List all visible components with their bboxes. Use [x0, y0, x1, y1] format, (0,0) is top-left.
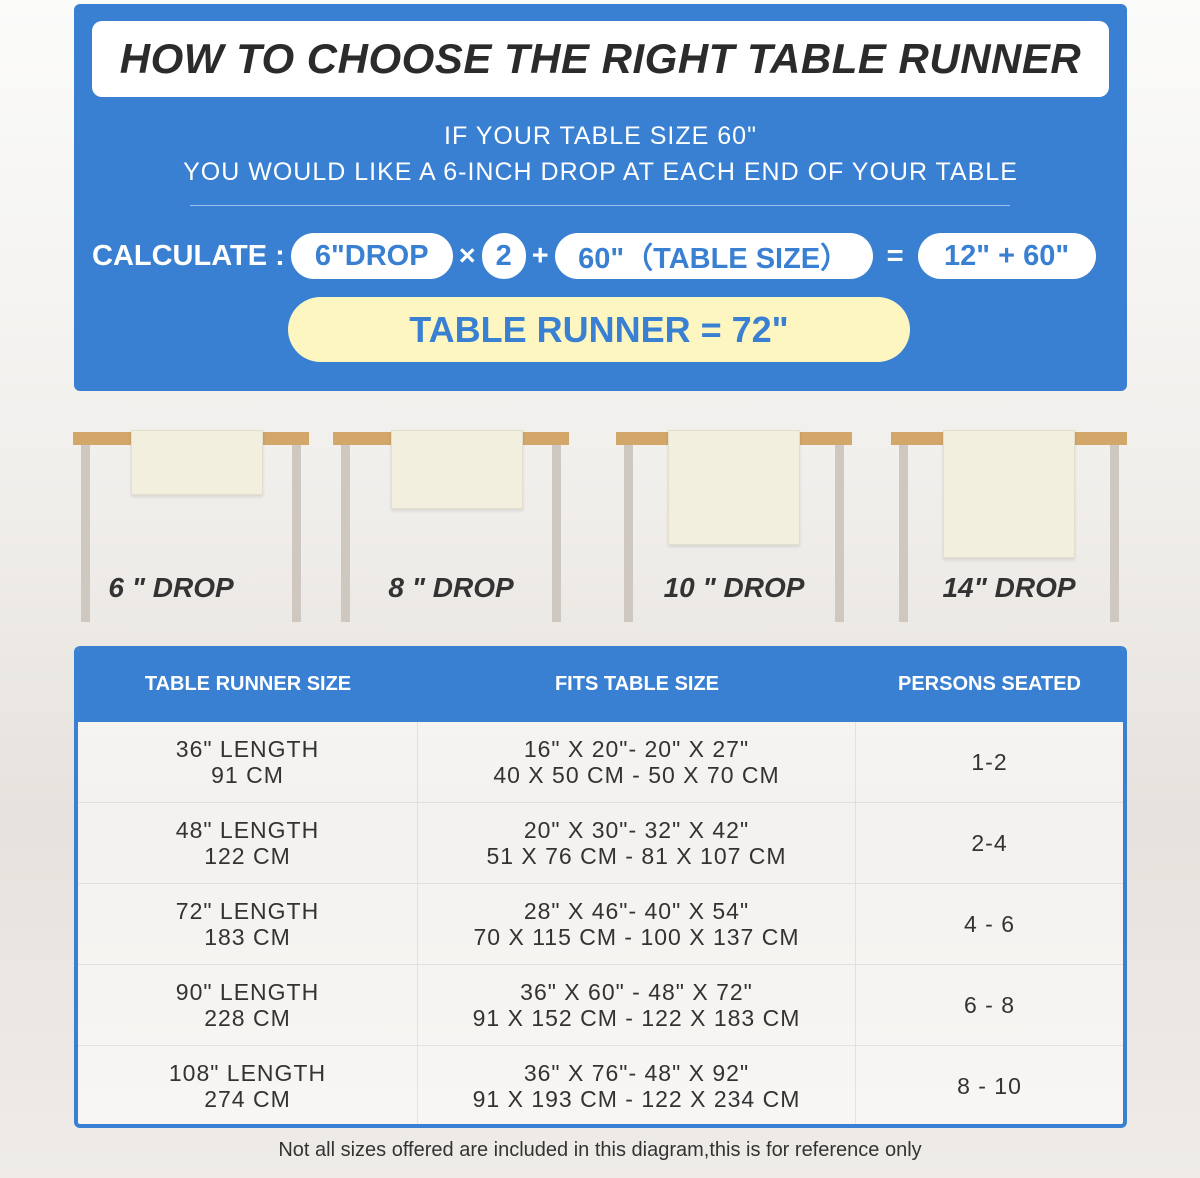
length-cm: 228 CM [204, 1005, 291, 1031]
equals-sign: = [886, 239, 904, 272]
divider [190, 205, 1010, 206]
table-size-pill: 60"（TABLE SIZE） [554, 233, 873, 279]
drop-illustration-8: 8 " DROP [333, 430, 569, 622]
length-cm: 122 CM [204, 843, 291, 869]
fit-cm: 91 X 193 CM - 122 X 234 CM [472, 1086, 801, 1112]
fit-cm: 51 X 76 CM - 81 X 107 CM [486, 843, 787, 869]
runner-size-cell: 108" LENGTH 274 CM [78, 1046, 418, 1124]
fits-table-cell: 36" X 76"- 48" X 92" 91 X 193 CM - 122 X … [418, 1046, 856, 1124]
runner-size-cell: 48" LENGTH 122 CM [78, 803, 418, 883]
drop-pill: 6"DROP [290, 233, 453, 279]
persons-seated-cell: 6 - 8 [963, 992, 1016, 1018]
calculation-row: CALCULATE : 6"DROP × 2 + 60"（TABLE SIZE）… [92, 233, 1096, 279]
header-persons: PERSONS SEATED [898, 672, 1081, 695]
fit-inches: 28" X 46"- 40" X 54" [523, 898, 750, 924]
runner-size-cell: 36" LENGTH 91 CM [78, 722, 418, 802]
drop-illustration-14: 14" DROP [891, 430, 1127, 622]
fit-cm: 40 X 50 CM - 50 X 70 CM [493, 762, 780, 788]
times-sign: × [458, 239, 476, 272]
length-inches: 90" LENGTH [175, 979, 320, 1005]
fit-inches: 36" X 60" - 48" X 72" [520, 979, 753, 1005]
persons-seated-cell: 2-4 [971, 830, 1008, 856]
table-row: 90" LENGTH 228 CM 36" X 60" - 48" X 72" 91… [78, 965, 1123, 1046]
table-row: 36" LENGTH 91 CM 16" X 20"- 20" X 27" 40 X… [78, 722, 1123, 803]
length-inches: 108" LENGTH [168, 1060, 327, 1086]
fits-table-cell: 16" X 20"- 20" X 27" 40 X 50 CM - 50 X 70… [418, 722, 856, 802]
table-row: 48" LENGTH 122 CM 20" X 30"- 32" X 42" 51 … [78, 803, 1123, 884]
persons-seated-cell: 4 - 6 [963, 911, 1016, 937]
length-cm: 183 CM [204, 924, 291, 950]
persons-seated-cell: 1-2 [971, 749, 1008, 775]
table-row: 108" LENGTH 274 CM 36" X 76"- 48" X 92" 91… [78, 1046, 1123, 1124]
length-inches: 48" LENGTH [175, 817, 320, 843]
length-cm: 91 CM [211, 762, 284, 788]
size-table: TABLE RUNNER SIZE FITS TABLE SIZE PERSON… [74, 646, 1127, 1128]
drop-label: 10 " DROP [663, 572, 805, 603]
drop-label: 8 " DROP [388, 572, 514, 603]
length-cm: 274 CM [204, 1086, 291, 1112]
calc-label: CALCULATE : [92, 239, 285, 272]
fit-inches: 16" X 20"- 20" X 27" [523, 736, 750, 762]
intro-line-2: YOU WOULD LIKE A 6-INCH DROP AT EACH END… [183, 158, 1018, 186]
runner-size-cell: 72" LENGTH 183 CM [78, 884, 418, 964]
plus-sign: + [531, 239, 549, 272]
drop-label: 6 " DROP [108, 572, 234, 603]
result-pill: TABLE RUNNER = 72" [288, 297, 910, 362]
header-fits-table: FITS TABLE SIZE [554, 672, 720, 695]
fit-cm: 70 X 115 CM - 100 X 137 CM [473, 924, 800, 950]
fit-inches: 36" X 76"- 48" X 92" [523, 1060, 750, 1086]
persons-seated-cell: 8 - 10 [957, 1073, 1022, 1099]
table-row: 72" LENGTH 183 CM 28" X 46"- 40" X 54" 70 … [78, 884, 1123, 965]
intro-line-1: IF YOUR TABLE SIZE 60" [444, 122, 757, 150]
sum-pill: 12" + 60" [917, 233, 1096, 279]
fits-table-cell: 28" X 46"- 40" X 54" 70 X 115 CM - 100 X … [418, 884, 856, 964]
fit-cm: 91 X 152 CM - 122 X 183 CM [472, 1005, 801, 1031]
factor-pill: 2 [481, 233, 526, 279]
fits-table-cell: 20" X 30"- 32" X 42" 51 X 76 CM - 81 X 10… [418, 803, 856, 883]
header-runner-size: TABLE RUNNER SIZE [144, 672, 352, 695]
table-header: TABLE RUNNER SIZE FITS TABLE SIZE PERSON… [78, 646, 1123, 722]
fits-table-cell: 36" X 60" - 48" X 72" 91 X 152 CM - 122 X… [418, 965, 856, 1045]
drop-label: 14" DROP [942, 572, 1076, 603]
runner-size-cell: 90" LENGTH 228 CM [78, 965, 418, 1045]
fit-inches: 20" X 30"- 32" X 42" [523, 817, 750, 843]
drop-illustration-10: 10 " DROP [616, 430, 852, 622]
page-title: HOW TO CHOOSE THE RIGHT TABLE RUNNER [92, 21, 1109, 97]
footnote: Not all sizes offered are included in th… [278, 1139, 922, 1161]
drop-illustration-6: 6 " DROP [73, 430, 309, 622]
length-inches: 72" LENGTH [175, 898, 320, 924]
length-inches: 36" LENGTH [175, 736, 320, 762]
